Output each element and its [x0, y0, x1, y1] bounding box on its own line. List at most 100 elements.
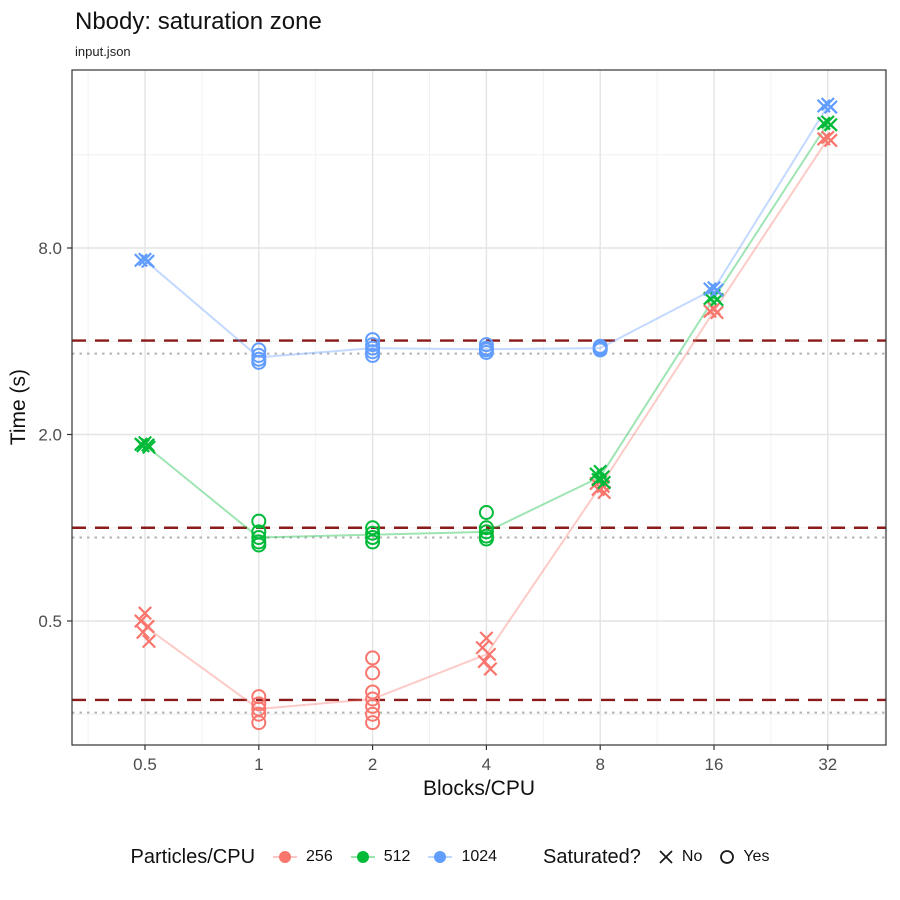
point-x	[136, 625, 150, 640]
legend-key-dot-icon	[428, 851, 453, 863]
legend-item-256: 256	[270, 846, 333, 868]
points-256-x32	[816, 130, 838, 148]
point-x	[816, 98, 831, 113]
point-x	[710, 283, 724, 298]
legend-color-title: Particles/CPU	[130, 845, 256, 868]
points-1024-x32	[816, 97, 838, 115]
points-1024-x4	[478, 337, 494, 360]
y-tick-label: 0.5	[38, 612, 62, 631]
points-512-x1	[251, 513, 267, 553]
point-circle	[365, 347, 381, 363]
points-256-x0.5	[134, 606, 156, 649]
point-x	[479, 631, 494, 646]
point-circle	[251, 354, 267, 370]
legend-item-No: No	[656, 847, 702, 867]
point-circle	[592, 342, 608, 358]
x-tick-label: 16	[705, 755, 724, 774]
legend-shape-group: Saturated? No Yes	[543, 846, 769, 869]
y-tick-label: 8.0	[38, 239, 62, 258]
point-circle	[251, 715, 267, 731]
point-x	[589, 467, 604, 482]
point-circle	[251, 513, 267, 529]
legend-item-Yes: Yes	[717, 847, 769, 867]
panel-border	[71, 69, 887, 746]
point-circle	[251, 530, 267, 546]
point-circle	[365, 650, 381, 666]
point-x	[816, 116, 831, 131]
point-x	[142, 440, 156, 455]
point-x	[823, 133, 838, 148]
points-512-x0.5	[134, 435, 156, 455]
plot-subtitle: input.json	[75, 44, 131, 59]
point-circle	[251, 706, 267, 722]
series-line-256	[144, 138, 829, 711]
legend-key-dot-icon	[273, 851, 298, 863]
point-x	[136, 438, 150, 453]
points-512-x4	[478, 505, 494, 547]
point-x	[134, 614, 148, 628]
point-circle	[478, 505, 494, 521]
legend-color-items: 256 512 1024	[270, 846, 497, 868]
point-x	[597, 475, 612, 490]
gridlines	[72, 70, 886, 745]
points-256-x16	[703, 301, 724, 320]
y-tick-label: 2.0	[38, 426, 62, 445]
point-circle	[365, 525, 381, 541]
points-1024-x16	[703, 280, 724, 298]
x-tick-label: 2	[368, 755, 377, 774]
point-x	[710, 305, 724, 320]
point-x	[703, 281, 717, 296]
point-x	[141, 254, 155, 269]
point-x	[138, 606, 152, 621]
point-circle	[251, 347, 267, 363]
point-circle	[251, 696, 267, 712]
point-circle	[478, 531, 494, 547]
x-tick-label: 1	[254, 755, 263, 774]
point-x	[475, 640, 490, 655]
points-256-x2	[365, 650, 381, 731]
point-circle	[478, 524, 494, 540]
points-1024-x1	[251, 342, 267, 370]
legend-item-label: No	[681, 848, 703, 865]
y-axis-label: Time (s)	[7, 369, 30, 446]
legend-item-label: 256	[306, 848, 333, 865]
legend-item-label: 512	[383, 848, 411, 865]
legend-color-group: Particles/CPU 256 512 1024	[131, 846, 497, 869]
legend-item-512: 512	[348, 846, 411, 868]
points-1024-x2	[365, 332, 381, 363]
legend-key-x-icon	[659, 850, 673, 864]
x-axis-label: Blocks/CPU	[422, 777, 536, 800]
x-tick-label: 4	[482, 755, 491, 774]
legend-shape-items: No Yes	[656, 847, 769, 867]
point-x	[483, 662, 498, 676]
point-circle	[365, 698, 381, 714]
legend-item-label: Yes	[743, 848, 770, 865]
point-circle	[365, 530, 381, 546]
point-circle	[478, 520, 494, 536]
data-points	[134, 97, 838, 731]
point-x	[703, 304, 717, 319]
legend-item-label: 1024	[461, 848, 498, 865]
point-x	[823, 100, 838, 115]
point-x	[134, 253, 148, 268]
points-256-x4	[475, 631, 498, 676]
point-circle	[365, 665, 381, 681]
x-tick-label: 8	[595, 755, 604, 774]
point-circle	[251, 537, 267, 553]
points-256-x1	[251, 689, 267, 731]
legend-item-1024: 1024	[425, 846, 497, 868]
legend-key-dot-icon	[350, 851, 375, 863]
point-x	[816, 131, 831, 146]
point-circle	[365, 520, 381, 536]
legend-shape-title: Saturated?	[543, 845, 641, 868]
plot-title: Nbody: saturation zone	[75, 8, 322, 35]
point-x	[597, 485, 612, 500]
x-tick-label: 32	[818, 755, 837, 774]
point-circle	[365, 684, 381, 700]
points-512-x2	[365, 520, 381, 550]
point-circle	[365, 706, 381, 722]
point-circle	[365, 691, 381, 707]
point-x	[482, 647, 497, 662]
point-circle	[478, 344, 494, 360]
points-1024-x8	[592, 338, 608, 358]
